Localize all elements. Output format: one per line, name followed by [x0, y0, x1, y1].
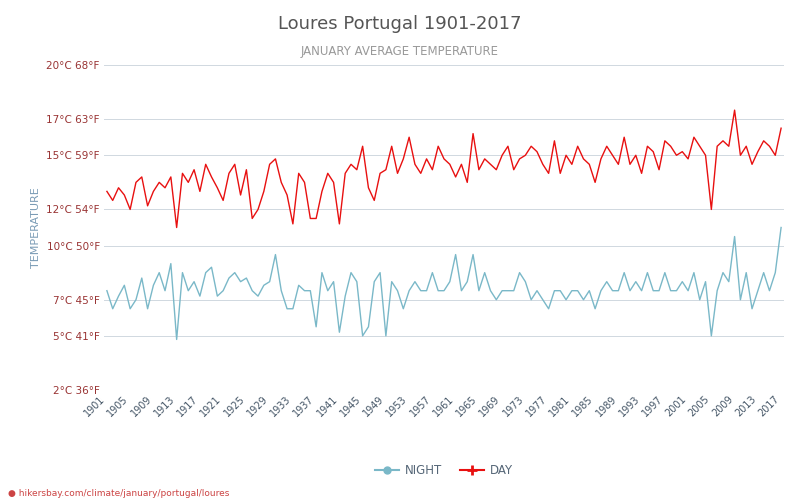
Text: Loures Portugal 1901-2017: Loures Portugal 1901-2017	[278, 15, 522, 33]
Text: ● hikersbay.com/climate/january/portugal/loures: ● hikersbay.com/climate/january/portugal…	[8, 488, 230, 498]
Y-axis label: TEMPERATURE: TEMPERATURE	[30, 187, 41, 268]
Legend: NIGHT, DAY: NIGHT, DAY	[370, 459, 518, 481]
Text: JANUARY AVERAGE TEMPERATURE: JANUARY AVERAGE TEMPERATURE	[301, 45, 499, 58]
